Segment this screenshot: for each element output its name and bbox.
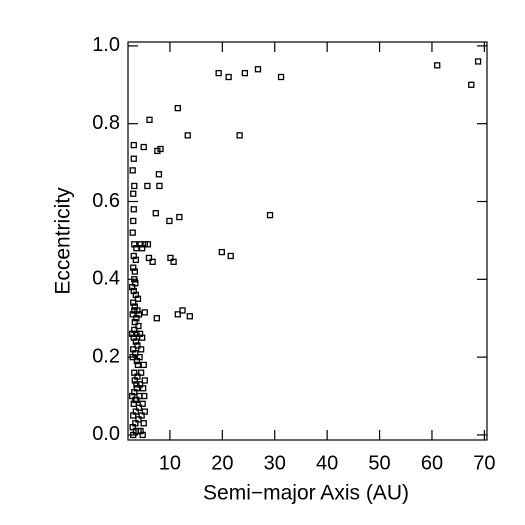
point	[129, 392, 136, 400]
point	[131, 369, 138, 376]
y-tick-label: 0.4	[92, 268, 120, 290]
point	[129, 167, 136, 174]
point	[170, 258, 177, 265]
point	[133, 330, 140, 337]
x-tick-label: 30	[264, 452, 286, 474]
point	[132, 338, 140, 345]
point	[236, 132, 243, 139]
point	[131, 276, 138, 283]
point	[130, 190, 137, 197]
point	[140, 143, 147, 151]
point	[174, 311, 181, 318]
point	[130, 217, 137, 225]
point	[129, 311, 136, 318]
point	[176, 213, 183, 221]
y-axis-title: Eccentricity	[52, 187, 75, 295]
y-tick-label: 0.2	[92, 345, 120, 367]
point	[166, 217, 173, 225]
point	[129, 229, 136, 236]
point	[277, 73, 285, 81]
point	[140, 385, 147, 392]
point	[137, 369, 145, 376]
point	[186, 313, 193, 320]
point	[133, 381, 140, 388]
point	[130, 141, 137, 149]
point	[131, 318, 138, 326]
point	[266, 211, 274, 219]
point	[137, 241, 144, 248]
point	[145, 254, 153, 262]
y-tick-label: 1.0	[92, 34, 120, 56]
point	[149, 258, 156, 265]
y-tick-label: 0.6	[92, 190, 120, 212]
point	[141, 241, 148, 248]
point	[141, 408, 148, 415]
point	[184, 132, 191, 139]
point	[134, 295, 142, 302]
point	[132, 350, 139, 357]
x-tick-label: 60	[421, 452, 443, 474]
point	[434, 62, 441, 69]
point	[131, 307, 138, 314]
point	[139, 431, 146, 439]
y-tick-label: 0.0	[92, 423, 120, 445]
point	[136, 353, 143, 361]
point	[218, 248, 225, 256]
point	[179, 307, 186, 314]
point	[474, 58, 482, 65]
point	[241, 69, 249, 77]
point	[141, 377, 148, 384]
point	[135, 322, 142, 330]
y-tick-label: 0.8	[92, 112, 120, 134]
point	[227, 252, 234, 260]
point	[129, 330, 136, 337]
point	[130, 431, 137, 439]
x-tick-label: 50	[368, 452, 390, 474]
x-tick-label: 70	[473, 452, 495, 474]
point	[141, 309, 148, 316]
point	[155, 171, 163, 178]
plot-frame	[127, 41, 488, 441]
point	[141, 392, 148, 400]
point	[140, 361, 147, 369]
point	[134, 361, 142, 369]
point	[135, 311, 143, 318]
point	[131, 268, 138, 275]
point	[130, 299, 137, 306]
point	[153, 315, 160, 322]
point	[140, 420, 147, 427]
point	[133, 245, 140, 252]
point	[139, 400, 146, 407]
point	[254, 66, 262, 73]
point	[135, 404, 143, 411]
x-tick-label: 20	[211, 452, 233, 474]
point	[157, 145, 164, 153]
point	[215, 69, 222, 77]
point	[146, 116, 153, 123]
x-tick-label: 10	[159, 452, 181, 474]
point	[156, 182, 163, 190]
point	[468, 81, 475, 88]
point	[137, 346, 145, 353]
point	[130, 206, 137, 213]
point	[174, 104, 181, 112]
point	[152, 210, 159, 217]
point	[132, 256, 140, 264]
point	[131, 182, 138, 190]
point	[136, 330, 144, 337]
point	[129, 283, 136, 291]
x-tick-label: 40	[316, 452, 338, 474]
point	[130, 155, 137, 162]
x-axis-title: Semi−major Axis (AU)	[203, 482, 409, 505]
point	[144, 182, 151, 190]
point	[134, 342, 141, 349]
point	[130, 264, 137, 271]
point	[225, 73, 232, 81]
